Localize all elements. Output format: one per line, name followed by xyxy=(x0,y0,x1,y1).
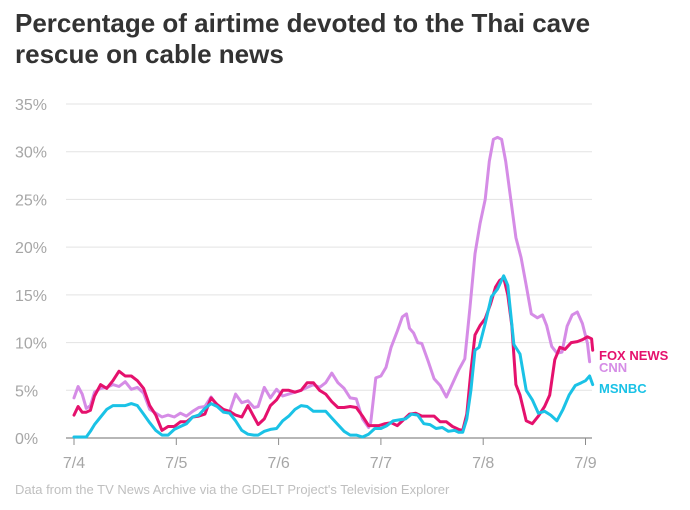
legend-label-cnn: CNN xyxy=(599,360,627,375)
y-tick-label: 15% xyxy=(15,288,47,305)
x-tick-label: 7/9 xyxy=(574,455,596,472)
y-tick-label: 5% xyxy=(15,383,38,400)
y-axis-ticks: 0% 5% 10% 15% 20% 25% 30% 35% xyxy=(15,97,47,448)
legend-label-msnbc: MSNBC xyxy=(599,381,647,396)
x-tick-label: 7/7 xyxy=(370,455,392,472)
source-note: Data from the TV News Archive via the GD… xyxy=(15,482,450,497)
x-tick-label: 7/4 xyxy=(63,455,85,472)
y-tick-label: 10% xyxy=(15,336,47,353)
x-axis-ticks: 7/4 7/5 7/6 7/7 7/8 7/9 xyxy=(63,438,597,472)
y-tick-label: 0% xyxy=(15,431,38,448)
x-tick-label: 7/6 xyxy=(267,455,289,472)
series-line-msnbc xyxy=(72,274,595,439)
series-line-fox-news xyxy=(72,276,595,432)
legend-label-fox-news: FOX NEWS xyxy=(599,348,669,363)
x-tick-label: 7/8 xyxy=(472,455,494,472)
y-tick-label: 30% xyxy=(15,145,47,162)
series-line-cnn xyxy=(72,135,592,429)
x-tick-label: 7/5 xyxy=(165,455,187,472)
chart-title: Percentage of airtime devoted to the Tha… xyxy=(15,8,591,69)
series-lines xyxy=(72,135,595,439)
y-tick-label: 20% xyxy=(15,240,47,257)
y-tick-label: 35% xyxy=(15,97,47,114)
y-tick-label: 25% xyxy=(15,192,47,209)
